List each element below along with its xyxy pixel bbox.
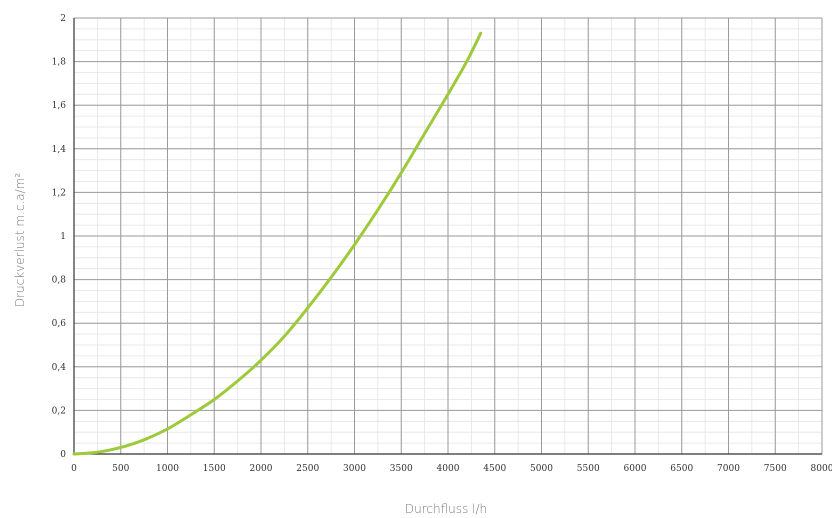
x-tick-label: 500 [112, 464, 129, 474]
x-tick-label: 1500 [203, 464, 226, 474]
series-layer [72, 31, 483, 456]
x-tick-label: 0 [71, 464, 77, 474]
x-tick-label: 6500 [670, 464, 693, 474]
x-tick-label: 5500 [577, 464, 600, 474]
grid [73, 17, 823, 455]
y-tick-label: 0,6 [52, 319, 67, 329]
y-tick-label: 1,6 [52, 101, 67, 111]
x-tick-label: 8000 [811, 464, 832, 474]
y-axis-title: Druckverlust m.c.a/m² [13, 173, 27, 307]
x-axis-title: Durchfluss l/h [405, 502, 487, 516]
y-tick-label: 2 [60, 14, 66, 24]
x-tick-label: 3000 [343, 464, 366, 474]
x-tick-label: 1000 [156, 464, 179, 474]
x-tick-label: 7500 [764, 464, 787, 474]
x-tick-labels: 0 500 1000 1500 2000 2500 3000 3500 4000 4500 5000… [71, 464, 832, 474]
y-tick-label: 1,4 [52, 145, 67, 155]
y-tick-label: 0,8 [52, 276, 67, 286]
y-tick-label: 0,2 [52, 406, 66, 416]
y-tick-labels: 0 0,2 0,4 0,6 0,8 1 1,2 1,4 1,6 1,8 2 [52, 14, 67, 460]
x-tick-label: 2500 [296, 464, 319, 474]
y-tick-label: 0 [60, 450, 66, 460]
x-tick-label: 2000 [250, 464, 273, 474]
x-tick-label: 3500 [390, 464, 413, 474]
y-tick-label: 1,8 [52, 58, 67, 68]
y-tick-label: 1,2 [52, 188, 66, 198]
series-line [72, 31, 483, 456]
x-tick-label: 4500 [483, 464, 506, 474]
x-tick-label: 5000 [530, 464, 553, 474]
y-tick-label: 1 [60, 232, 66, 242]
y-tick-label: 0,4 [52, 363, 67, 373]
x-tick-label: 7000 [717, 464, 740, 474]
x-tick-label: 6000 [624, 464, 647, 474]
x-tick-label: 4000 [437, 464, 460, 474]
